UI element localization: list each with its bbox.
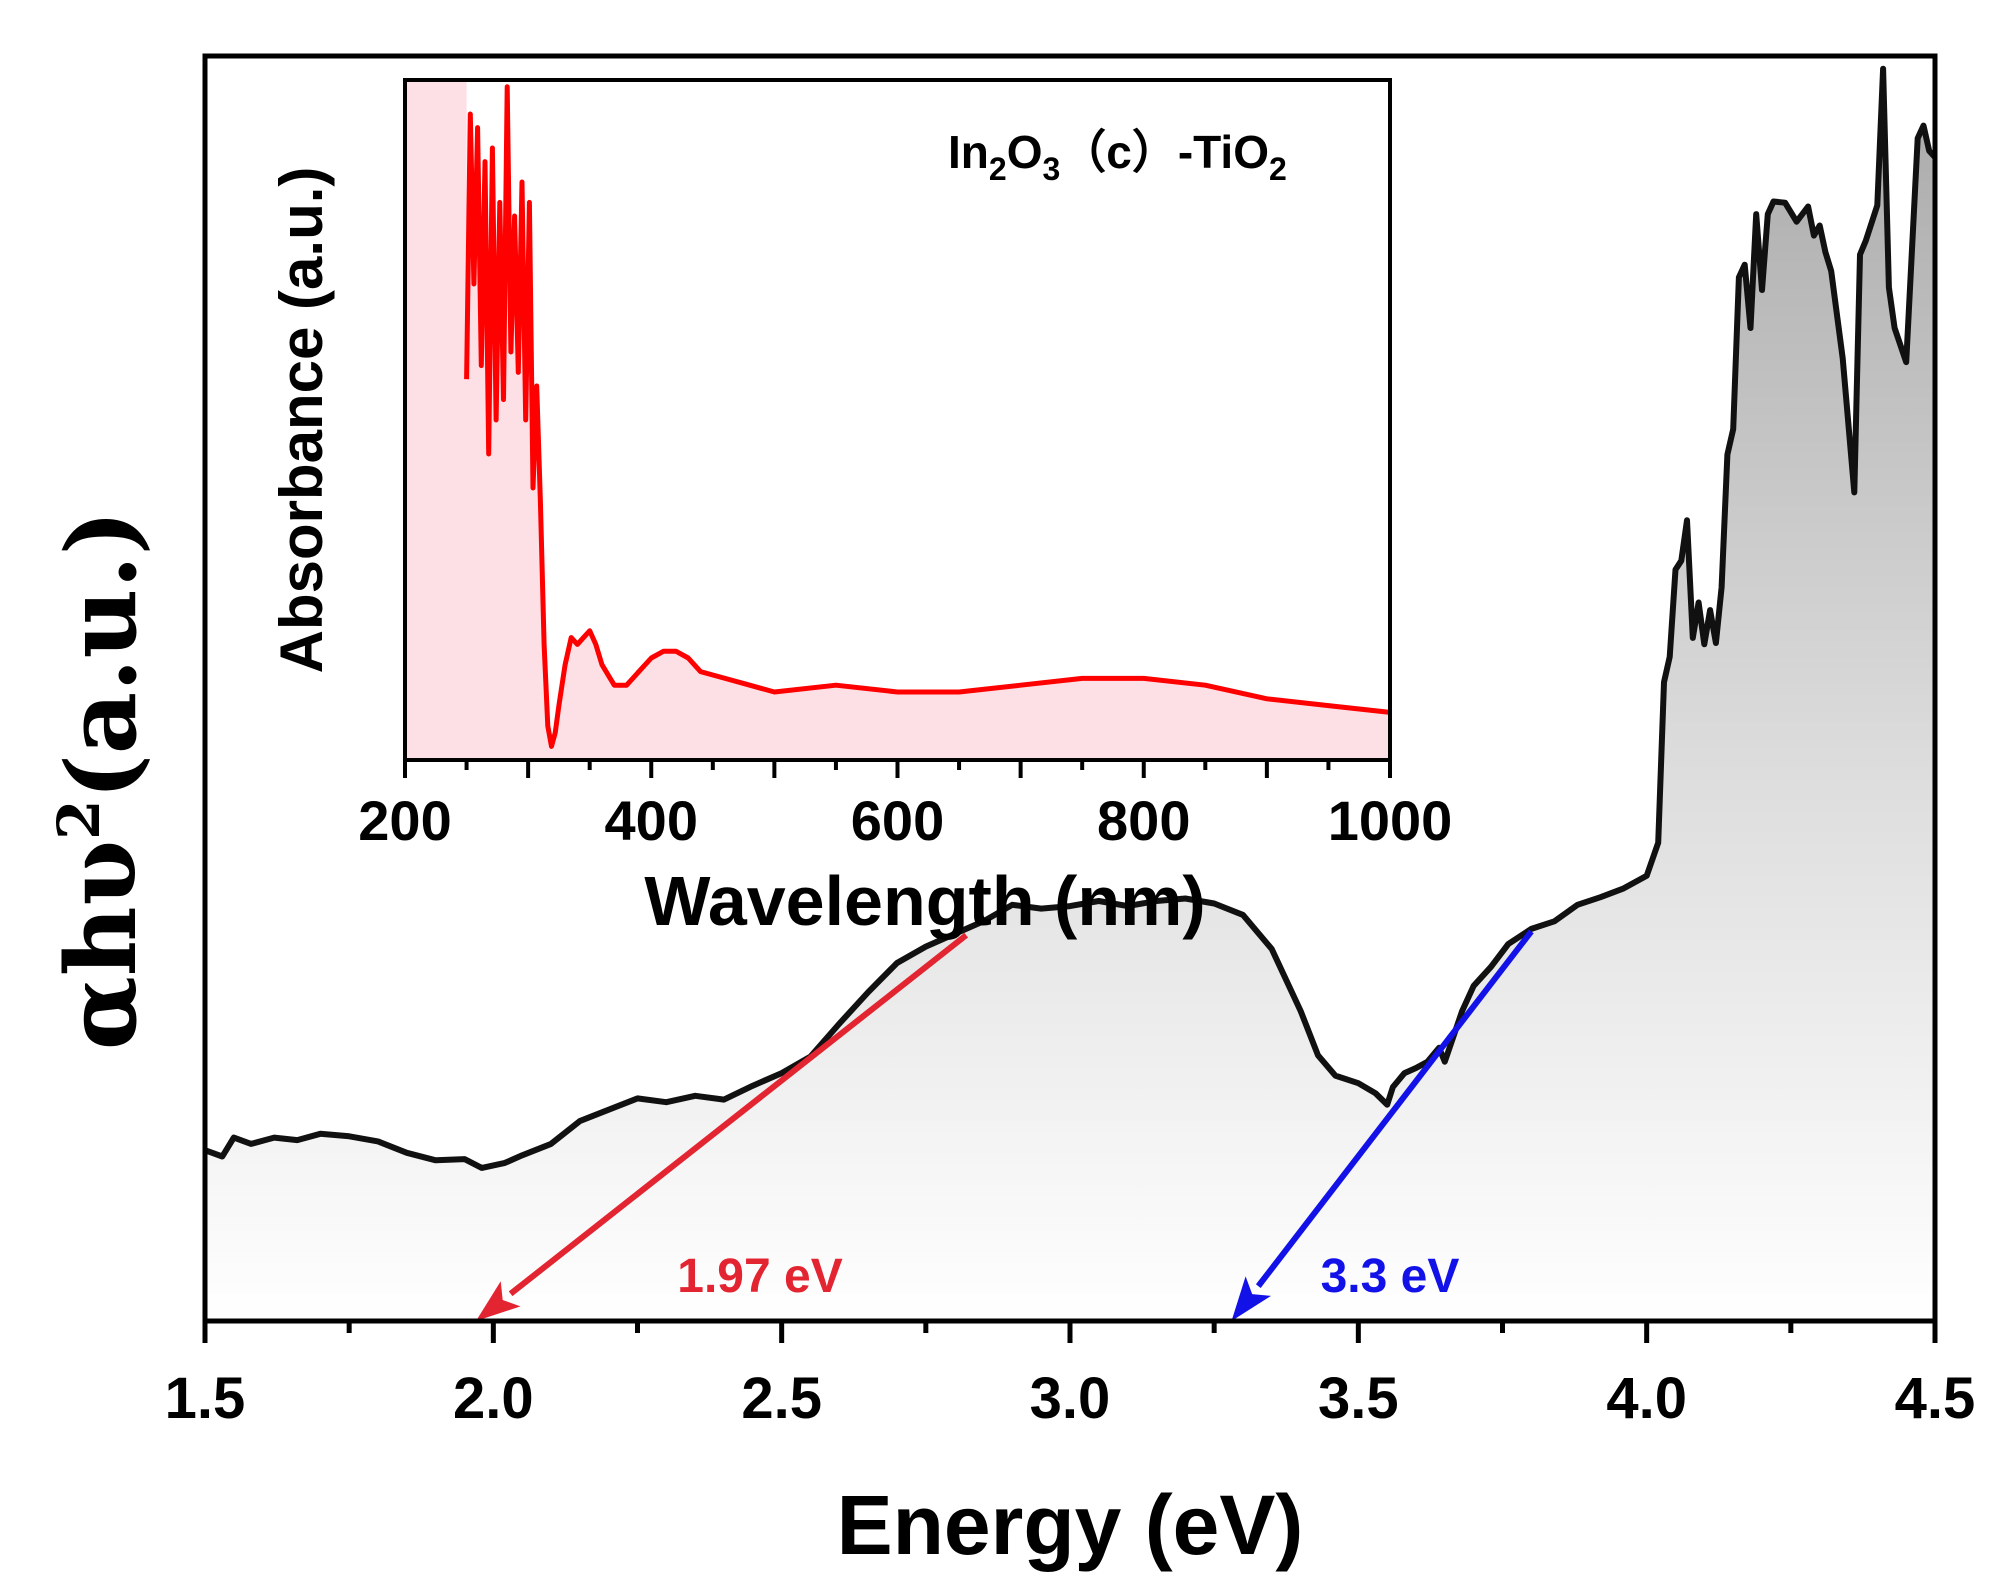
inset-x-axis-title: Wavelength (nm): [644, 862, 1205, 940]
inset-x-tick-label: 200: [358, 789, 451, 852]
main-x-ticks: [202, 1321, 1938, 1343]
red-tangent-arrowhead: [476, 1281, 521, 1321]
main-x-tick-label: 2.0: [453, 1366, 534, 1431]
inset-x-tick-label: 1000: [1328, 789, 1453, 852]
inset-x-tick-label: 600: [851, 789, 944, 852]
main-x-axis-title: Energy (eV): [837, 1478, 1304, 1572]
main-plot-frame: [202, 53, 1938, 1324]
main-chart: 1.5 2.0 2.5 3.0 3.5 4.0 4.5 1.97 eV 3.3 eV Ener…: [45, 53, 1976, 1572]
inset-y-axis-title: Absorbance (a.u.): [268, 167, 335, 674]
main-area-fill: [205, 68, 1935, 1322]
main-x-tick-label: 2.5: [741, 1366, 822, 1431]
tangent-lines: 1.97 eV 3.3 eV: [476, 929, 1534, 1321]
inset-chart: 200 400 600 800 1000 In2O3（c）-TiO2 Wavelengt…: [268, 78, 1452, 940]
bandgap-label: 1.97 eV: [677, 1250, 842, 1303]
inset-legend-label: In2O3（c）-TiO2: [948, 126, 1287, 187]
main-y-axis-title: αhυ2(a.u.): [45, 510, 158, 1050]
main-x-tick-label: 1.5: [165, 1366, 246, 1431]
main-series-line: [203, 65, 1938, 1171]
inset-background: [405, 80, 1390, 760]
inset-x-tick-labels: 200 400 600 800 1000: [358, 789, 1452, 852]
main-x-tick-label: 3.0: [1030, 1366, 1111, 1431]
main-x-tick-labels: 1.5 2.0 2.5 3.0 3.5 4.0 4.5: [165, 1366, 1976, 1431]
inset-x-ticks: [403, 760, 1392, 778]
blue-tangent-line: [1255, 929, 1534, 1288]
bandgap-label: 3.3 eV: [1321, 1250, 1460, 1303]
blue-tangent-arrowhead: [1231, 1276, 1271, 1321]
main-x-tick-label: 4.0: [1606, 1366, 1687, 1431]
inset-x-tick-label: 800: [1097, 789, 1190, 852]
red-tangent-line: [508, 932, 969, 1297]
inset-series-line: [464, 84, 1391, 749]
inset-x-tick-label: 400: [605, 789, 698, 852]
inset-area-fill: [405, 80, 1390, 760]
main-x-tick-label: 3.5: [1318, 1366, 1399, 1431]
main-x-tick-label: 4.5: [1895, 1366, 1976, 1431]
